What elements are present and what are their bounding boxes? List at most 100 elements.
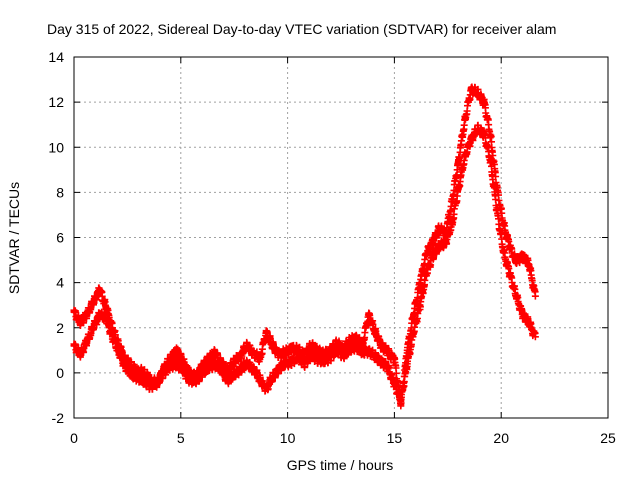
data-point [320,358,328,366]
data-point [288,358,296,366]
data-point [307,342,315,350]
data-point [371,328,379,336]
data-point [76,351,84,359]
data-point [166,362,174,370]
data-point [429,238,437,246]
data-point [269,373,277,381]
y-axis: -2 0 2 4 6 8 10 12 14 [48,49,608,426]
data-point [243,342,251,350]
data-point [115,349,123,357]
data-point [487,157,495,165]
data-point [474,125,482,133]
data-point [525,261,533,269]
data-point [102,315,110,323]
data-point [230,371,238,379]
data-point [506,243,514,251]
data-point [262,385,270,393]
data-point [128,371,136,379]
data-point [454,184,462,192]
data-point [294,353,302,361]
data-point [269,342,277,350]
data-point [422,270,430,278]
y-tick-label: 14 [48,49,64,65]
data-point [467,85,475,93]
data-point [217,367,225,375]
x-tick-label: 0 [70,430,78,446]
series-layer [70,83,539,410]
x-tick-label: 25 [600,430,616,446]
data-point [83,337,91,345]
data-point [249,349,257,357]
y-tick-label: -2 [52,410,65,426]
data-point [499,247,507,255]
y-tick-label: 12 [48,94,64,110]
y-tick-label: 0 [56,365,64,381]
data-point [243,360,251,368]
data-point [301,360,309,368]
data-point [96,285,104,293]
data-point [429,252,437,260]
data-point [519,310,527,318]
data-point [352,342,360,350]
data-point [121,362,129,370]
data-point [352,333,360,341]
data-point [140,378,148,386]
data-point [326,353,334,361]
data-point [365,346,373,354]
data-point [211,360,219,368]
data-point [461,152,469,160]
data-point [275,364,283,372]
data-point [205,364,213,372]
y-tick-label: 10 [48,139,64,155]
data-point [211,349,219,357]
y-axis-label: SDTVAR / TECUs [6,182,22,294]
data-point [416,279,424,287]
data-point [147,382,155,390]
data-point [134,373,142,381]
data-point [390,380,398,388]
data-point [403,360,411,368]
data-point [237,364,245,372]
x-tick-label: 20 [493,430,509,446]
data-point [531,292,539,300]
data-point [262,328,270,336]
data-point [506,270,514,278]
x-tick-label: 5 [177,430,185,446]
data-point [179,367,187,375]
data-point [249,364,257,372]
data-point [83,310,91,318]
data-point [480,130,488,138]
data-point [96,310,104,318]
data-point [256,355,264,363]
data-point [102,303,110,311]
data-point [307,351,315,359]
data-point [160,369,168,377]
data-point [384,364,392,372]
data-point [390,355,398,363]
data-point [531,333,539,341]
data-point [108,333,116,341]
data-point [288,344,296,352]
data-point [525,319,533,327]
data-point [365,310,373,318]
data-point [205,355,213,363]
y-tick-label: 8 [56,184,64,200]
data-point [346,346,354,354]
data-point [153,378,161,386]
data-point [519,252,527,260]
data-point [70,308,78,316]
data-point [474,89,482,97]
data-point [275,351,283,359]
data-point [435,243,443,251]
data-point [192,378,200,386]
y-tick-label: 2 [56,320,64,336]
data-point [416,301,424,309]
data-point [339,351,347,359]
data-point [281,349,289,357]
data-point [384,349,392,357]
data-point [461,116,469,124]
data-point [410,328,418,336]
data-point [435,224,443,232]
data-point [442,238,450,246]
